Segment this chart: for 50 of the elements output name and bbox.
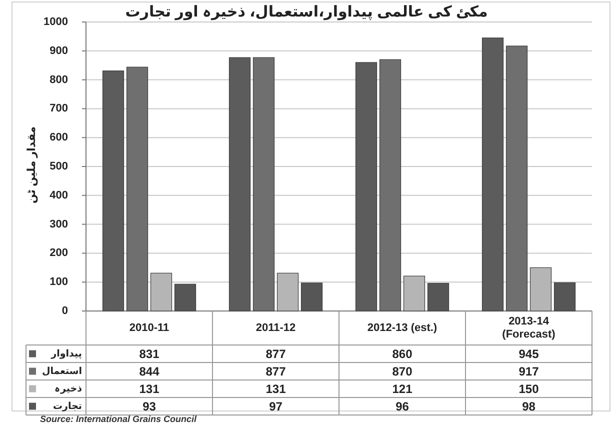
y-tick-label: 200 <box>50 247 68 260</box>
legend-label: ذخیرہ <box>54 383 82 394</box>
bar <box>174 284 196 312</box>
data-label: 131 <box>266 382 286 396</box>
y-tick-label: 400 <box>50 189 68 202</box>
legend-label: تجارت <box>53 400 82 412</box>
bar <box>102 70 124 312</box>
bar <box>554 282 576 312</box>
bar <box>355 62 378 312</box>
data-label: 844 <box>139 364 160 378</box>
bar <box>427 282 450 312</box>
y-axis-title: مقدار ملین ٹن <box>26 126 38 204</box>
data-label: 870 <box>392 364 413 378</box>
data-label: 877 <box>266 346 286 361</box>
y-tick-label: 1000 <box>44 16 68 28</box>
data-label: 860 <box>392 346 413 361</box>
bar <box>276 272 299 312</box>
data-label: 877 <box>266 364 286 378</box>
bar <box>482 38 504 312</box>
data-label: 131 <box>139 382 160 396</box>
data-label: 917 <box>518 364 540 378</box>
data-label: 945 <box>518 346 540 361</box>
bar <box>228 57 251 312</box>
y-tick-label: 300 <box>50 218 68 230</box>
data-label: 97 <box>269 399 283 414</box>
bar <box>530 267 552 312</box>
y-tick-label: 800 <box>50 74 68 86</box>
x-tick-label: 2011-12 <box>256 322 296 334</box>
y-tick-label: 600 <box>50 132 68 144</box>
bar <box>403 276 426 312</box>
chart-title: مکئ کی عالمی پیداوار،استعمال، ذخیرہ اور تجارت <box>125 4 488 20</box>
x-tick-label: 2010-11 <box>129 322 170 334</box>
data-label: 96 <box>396 399 410 414</box>
legend-label: پیداوار <box>50 348 82 360</box>
x-tick-label: 2013-14 (Forecast) <box>502 316 556 340</box>
data-label: 121 <box>392 382 413 396</box>
data-label: 150 <box>518 382 540 396</box>
bar <box>150 272 172 312</box>
data-label: 93 <box>142 399 156 414</box>
data-label: 831 <box>139 346 160 361</box>
y-tick-label: 500 <box>50 160 68 172</box>
y-tick-label: 700 <box>50 102 68 115</box>
legend-label: استعمال <box>42 366 82 377</box>
y-tick-label: 0 <box>62 305 68 317</box>
x-tick-label: 2012-13 (est.) <box>367 322 438 334</box>
data-label: 98 <box>522 399 536 414</box>
bar <box>300 282 323 312</box>
y-tick-label: 100 <box>50 276 68 288</box>
y-tick-label: 900 <box>50 44 68 57</box>
source-note: Source: International Grains Council <box>40 414 198 424</box>
